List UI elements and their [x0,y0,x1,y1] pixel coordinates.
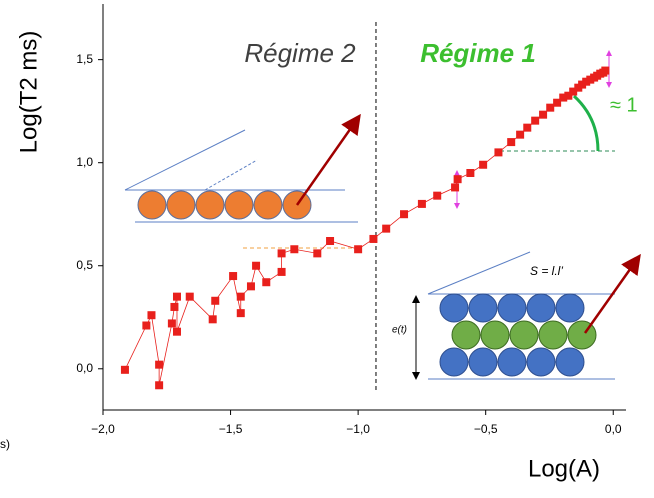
slope-arc [572,94,600,152]
annotation: Régime 1 [420,38,536,68]
data-point [167,319,176,328]
annotation: Régime 2 [244,38,356,68]
data-point [582,77,591,86]
x-tick-label: −2,0 [91,422,115,436]
data-point [453,175,462,184]
data-point [252,261,261,270]
x-tick-label: −1,5 [219,422,243,436]
y-axis-label: Log(T2 ms) [15,31,42,154]
annotation: S = l.l’ [530,264,563,278]
data-point [236,292,245,301]
data-point [466,168,475,177]
illustration-right [412,251,641,380]
data-point [172,327,181,336]
data-point [400,210,409,219]
data-point [539,110,548,119]
data-point [578,80,587,89]
x-tick-label: 0,0 [605,422,622,436]
y-tick-label: 0,5 [76,258,93,272]
data-point [417,199,426,208]
data-point [531,116,540,125]
annotation: s) [0,437,10,451]
data-point [313,249,322,258]
data-point [507,138,516,147]
data-point [142,321,151,330]
illustration-left [124,113,361,223]
data-point [229,272,238,281]
data-point [211,296,220,305]
data-point [147,311,156,320]
y-tick-label: 1,0 [76,155,93,169]
y-tick-label: 1,5 [76,52,93,66]
annotation: e(t) [392,325,407,336]
y-tick-label: 0,0 [76,361,93,375]
x-axis-label: Log(A) [528,455,600,482]
data-point [559,93,568,102]
data-point [494,148,503,157]
data-point [601,66,610,75]
data-point [170,302,179,311]
data-point [354,245,363,254]
data-point [569,87,578,96]
data-point [290,245,299,254]
data-point [246,282,255,291]
data-point [553,98,562,107]
data-point [185,292,194,301]
data-point [516,130,525,139]
data-point [208,315,217,324]
data-point [262,278,271,287]
data-point [382,224,391,233]
data-point [523,123,532,132]
data-point [479,160,488,169]
data-point [236,309,245,318]
data-point [451,183,460,192]
x-tick-label: −0,5 [474,422,498,436]
data-point [326,237,335,246]
data-point [155,381,164,390]
data-point [369,234,378,243]
annotation: ≈ 1 [610,94,638,116]
data-point [546,103,555,112]
x-tick-label: −1,0 [346,422,370,436]
data-point [277,249,286,258]
data-point [433,191,442,200]
data-point [564,91,573,100]
data-point [120,365,129,374]
data-point [172,292,181,301]
data-point [277,267,286,276]
data-point [155,360,164,369]
